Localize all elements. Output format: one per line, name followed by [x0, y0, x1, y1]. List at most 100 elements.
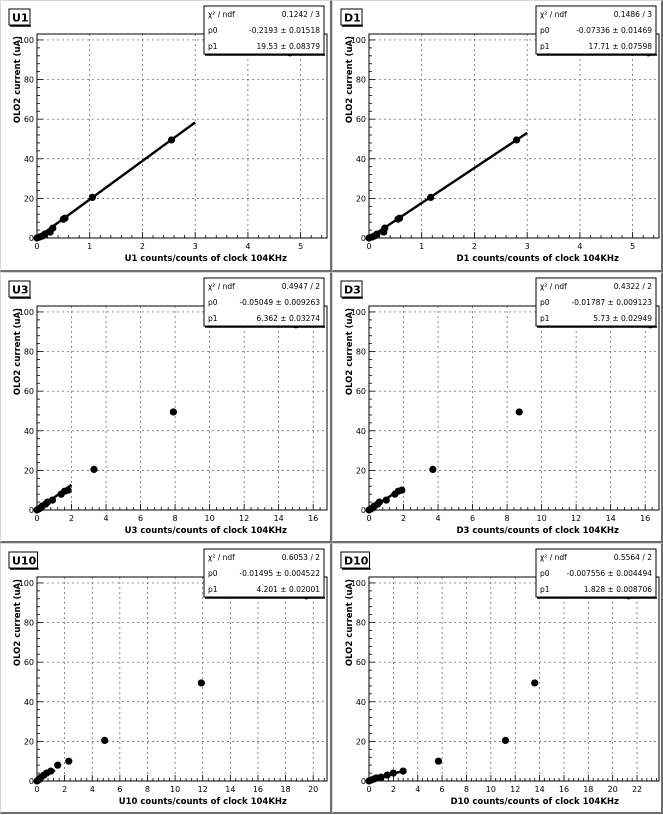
- stats-label: p0: [208, 569, 218, 578]
- y-tick-label: 100: [351, 36, 366, 45]
- x-tick-label: 2: [69, 514, 74, 523]
- data-point: [515, 408, 523, 416]
- plot-pad-u1: 0 1 2 3 4 5 0 20 40 60 80 100 U1 counts/counts of cl…: [0, 0, 332, 272]
- x-tick-label: 4: [415, 785, 420, 794]
- x-tick-label: 16: [559, 785, 569, 794]
- y-tick-label: 80: [356, 76, 366, 85]
- x-tick-label: 3: [525, 242, 530, 251]
- stats-label: p1: [208, 585, 218, 594]
- chart-svg: 0 1 2 3 4 5 0 20 40 60 80 100 U1 counts/counts of cl…: [8, 5, 328, 264]
- data-point: [513, 136, 521, 144]
- stats-label: χ² / ndf: [540, 553, 567, 562]
- y-axis-title: OLO2 current (uA): [13, 36, 23, 123]
- x-tick-label: 18: [583, 785, 593, 794]
- y-tick-label: 20: [356, 466, 366, 475]
- x-tick-label: 5: [298, 242, 303, 251]
- stats-value: 19.53 ± 0.08379: [256, 42, 320, 51]
- stats-label: p1: [208, 42, 218, 51]
- stats-box-frame: [535, 277, 657, 327]
- chart-title: D1: [344, 12, 361, 25]
- data-point: [381, 224, 389, 232]
- chart-svg: 0 2 4 6 8 10 12 14 16 0 20 40 60 80 100 D3 counts/count…: [340, 277, 660, 536]
- stats-label: p1: [540, 585, 550, 594]
- plot-pad-u3: 0 2 4 6 8 10 12 14 16 0 20 40 60 80 100 U3 counts/count…: [0, 272, 332, 543]
- x-tick-label: 6: [117, 785, 122, 794]
- x-tick-label: 10: [170, 785, 180, 794]
- plot-pad-d10: 0 2 4 6 8 10 12 14 16 18 20 22 0 20 40 60 80 100 D10 count…: [332, 543, 663, 814]
- title-box-frame: [340, 280, 363, 298]
- stats-box-frame: [535, 548, 657, 598]
- fit-line: [368, 131, 528, 239]
- x-tick-label: 2: [472, 242, 477, 251]
- x-tick-label: 16: [308, 514, 318, 523]
- y-tick-label: 0: [29, 506, 34, 515]
- data-point: [61, 214, 69, 222]
- x-tick-label: 2: [62, 785, 67, 794]
- stats-value: 4.201 ± 0.02001: [256, 585, 320, 594]
- stats-value: 0.1242 / 3: [282, 10, 321, 19]
- x-tick-label: 0: [34, 242, 39, 251]
- x-tick-label: 18: [280, 785, 290, 794]
- y-tick-label: 60: [356, 115, 366, 124]
- data-point: [434, 757, 443, 765]
- y-tick-label: 100: [19, 308, 34, 317]
- plot-pad-u10: 0 2 4 6 8 10 12 14 16 18 20 0 20 40 60 80 100 U10 counts/…: [0, 543, 332, 814]
- y-tick-label: 60: [24, 658, 34, 667]
- stats-label: χ² / ndf: [540, 10, 567, 19]
- title-box: U3: [8, 280, 31, 299]
- y-axis-title: OLO2 current (uA): [13, 308, 23, 395]
- data-point: [375, 498, 383, 506]
- y-tick-label: 20: [356, 194, 366, 203]
- stats-value: -0.05049 ± 0.009263: [239, 298, 320, 307]
- y-tick-label: 0: [361, 777, 366, 786]
- x-tick-label: 6: [470, 514, 475, 523]
- x-tick-label: 20: [608, 785, 618, 794]
- data-point: [64, 486, 72, 494]
- plot-pad-d3: 0 2 4 6 8 10 12 14 16 0 20 40 60 80 100 D3 counts/count…: [332, 272, 663, 543]
- x-tick-label: 6: [138, 514, 143, 523]
- title-box-frame: [8, 8, 31, 26]
- data-point: [399, 767, 407, 775]
- stats-value: 0.4947 / 2: [282, 282, 321, 291]
- y-tick-label: 100: [351, 308, 366, 317]
- x-axis-title: U3 counts/counts of clock 104KHz: [125, 526, 287, 536]
- data-point: [382, 496, 390, 504]
- stats-value: 5.73 ± 0.02949: [593, 314, 652, 323]
- y-tick-label: 20: [356, 737, 366, 746]
- stats-label: p1: [540, 314, 550, 323]
- x-tick-label: 4: [104, 514, 109, 523]
- title-box: U10: [8, 551, 39, 570]
- plot-frame: [36, 305, 328, 511]
- stats-label: χ² / ndf: [540, 282, 567, 291]
- x-tick-label: 12: [510, 785, 520, 794]
- y-tick-label: 20: [24, 466, 34, 475]
- x-tick-label: 8: [505, 514, 510, 523]
- data-point: [383, 771, 391, 779]
- stats-box-frame: [203, 277, 325, 327]
- title-box-frame: [8, 280, 31, 298]
- x-tick-label: 5: [630, 242, 635, 251]
- x-tick-label: 0: [34, 514, 39, 523]
- plot-frame: [36, 576, 328, 782]
- x-tick-label: 12: [239, 514, 249, 523]
- y-tick-label: 60: [356, 387, 366, 396]
- y-tick-label: 40: [24, 427, 34, 436]
- stats-label: p0: [540, 26, 550, 35]
- x-tick-label: 14: [274, 514, 284, 523]
- chart-svg: 0 2 4 6 8 10 12 14 16 18 20 0 20 40 60 80 100 U10 counts/…: [8, 548, 328, 807]
- stats-label: χ² / ndf: [208, 553, 235, 562]
- stats-value: -0.01787 ± 0.009123: [571, 298, 652, 307]
- chart-title: D10: [344, 555, 369, 568]
- data-point: [197, 679, 205, 687]
- x-tick-label: 2: [391, 785, 396, 794]
- y-tick-label: 40: [24, 698, 34, 707]
- x-tick-label: 14: [606, 514, 616, 523]
- title-box-frame: [340, 551, 370, 569]
- x-tick-label: 22: [632, 785, 642, 794]
- x-tick-label: 12: [198, 785, 208, 794]
- stats-box-frame: [203, 5, 325, 55]
- y-tick-label: 40: [356, 427, 366, 436]
- stats-value: -0.07336 ± 0.01469: [576, 26, 652, 35]
- stats-box: χ² / ndf 0.5564 / 2 p0 -0.007556 ± 0.004494…: [535, 548, 657, 599]
- x-tick-label: 14: [225, 785, 235, 794]
